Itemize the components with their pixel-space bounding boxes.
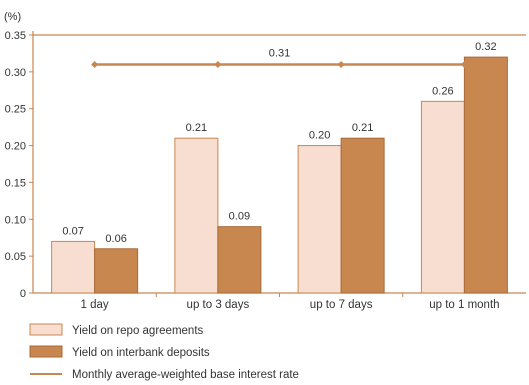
base-rate-marker — [214, 60, 222, 68]
bar-repo — [174, 137, 219, 294]
x-category-label: up to 3 days — [187, 299, 250, 311]
y-tick-label: 0.20 — [5, 141, 26, 153]
bar-interbank — [217, 226, 262, 294]
bar-data-label: 0.21 — [352, 122, 373, 134]
bar-interbank — [94, 248, 139, 294]
bar-repo — [420, 100, 465, 294]
x-category-label: 1 day — [81, 299, 109, 311]
legend: Yield on repo agreements Yield on interba… — [29, 323, 299, 381]
legend-label: Yield on repo agreements — [72, 325, 204, 337]
bar-data-label: 0.32 — [475, 41, 496, 53]
bar-data-label: 0.09 — [229, 211, 250, 223]
bar-data-label: 0.20 — [309, 130, 330, 142]
bar-interbank — [340, 137, 385, 294]
bar-data-label: 0.26 — [432, 85, 453, 97]
bar-data-label: 0.07 — [62, 225, 83, 237]
base-rate-marker — [91, 60, 99, 68]
y-tick-label: 0.30 — [5, 67, 26, 79]
base-rate-marker — [337, 60, 345, 68]
bar-repo — [297, 145, 342, 294]
y-tick-label: 0.10 — [5, 214, 26, 226]
y-tick-label: 0 — [20, 288, 26, 300]
base-rate-marker — [460, 60, 468, 68]
legend-swatch — [29, 323, 63, 336]
bar-data-label: 0.06 — [105, 233, 126, 245]
y-tick-label: 0.15 — [5, 177, 26, 189]
x-category-label: up to 7 days — [310, 299, 373, 311]
plot-area: 0 0.05 0.10 0.15 0.20 0.25 0.30 0.35 0.07 0.06 1 d… — [5, 30, 526, 311]
y-tick-label: 0.25 — [5, 104, 26, 116]
base-rate-value-label: 0.31 — [269, 47, 290, 59]
bar-interbank — [463, 56, 508, 294]
y-tick-label: 0.35 — [5, 30, 26, 42]
legend-label: Monthly average-weighted base interest r… — [72, 369, 299, 381]
legend-label: Yield on interbank deposits — [72, 347, 210, 359]
bar-repo — [51, 240, 96, 294]
x-category-label: up to 1 month — [429, 299, 499, 311]
y-tick-label: 0.05 — [5, 251, 26, 263]
y-axis-unit-label: (%) — [4, 11, 21, 23]
legend-swatch — [29, 345, 63, 358]
bar-data-label: 0.21 — [186, 122, 207, 134]
